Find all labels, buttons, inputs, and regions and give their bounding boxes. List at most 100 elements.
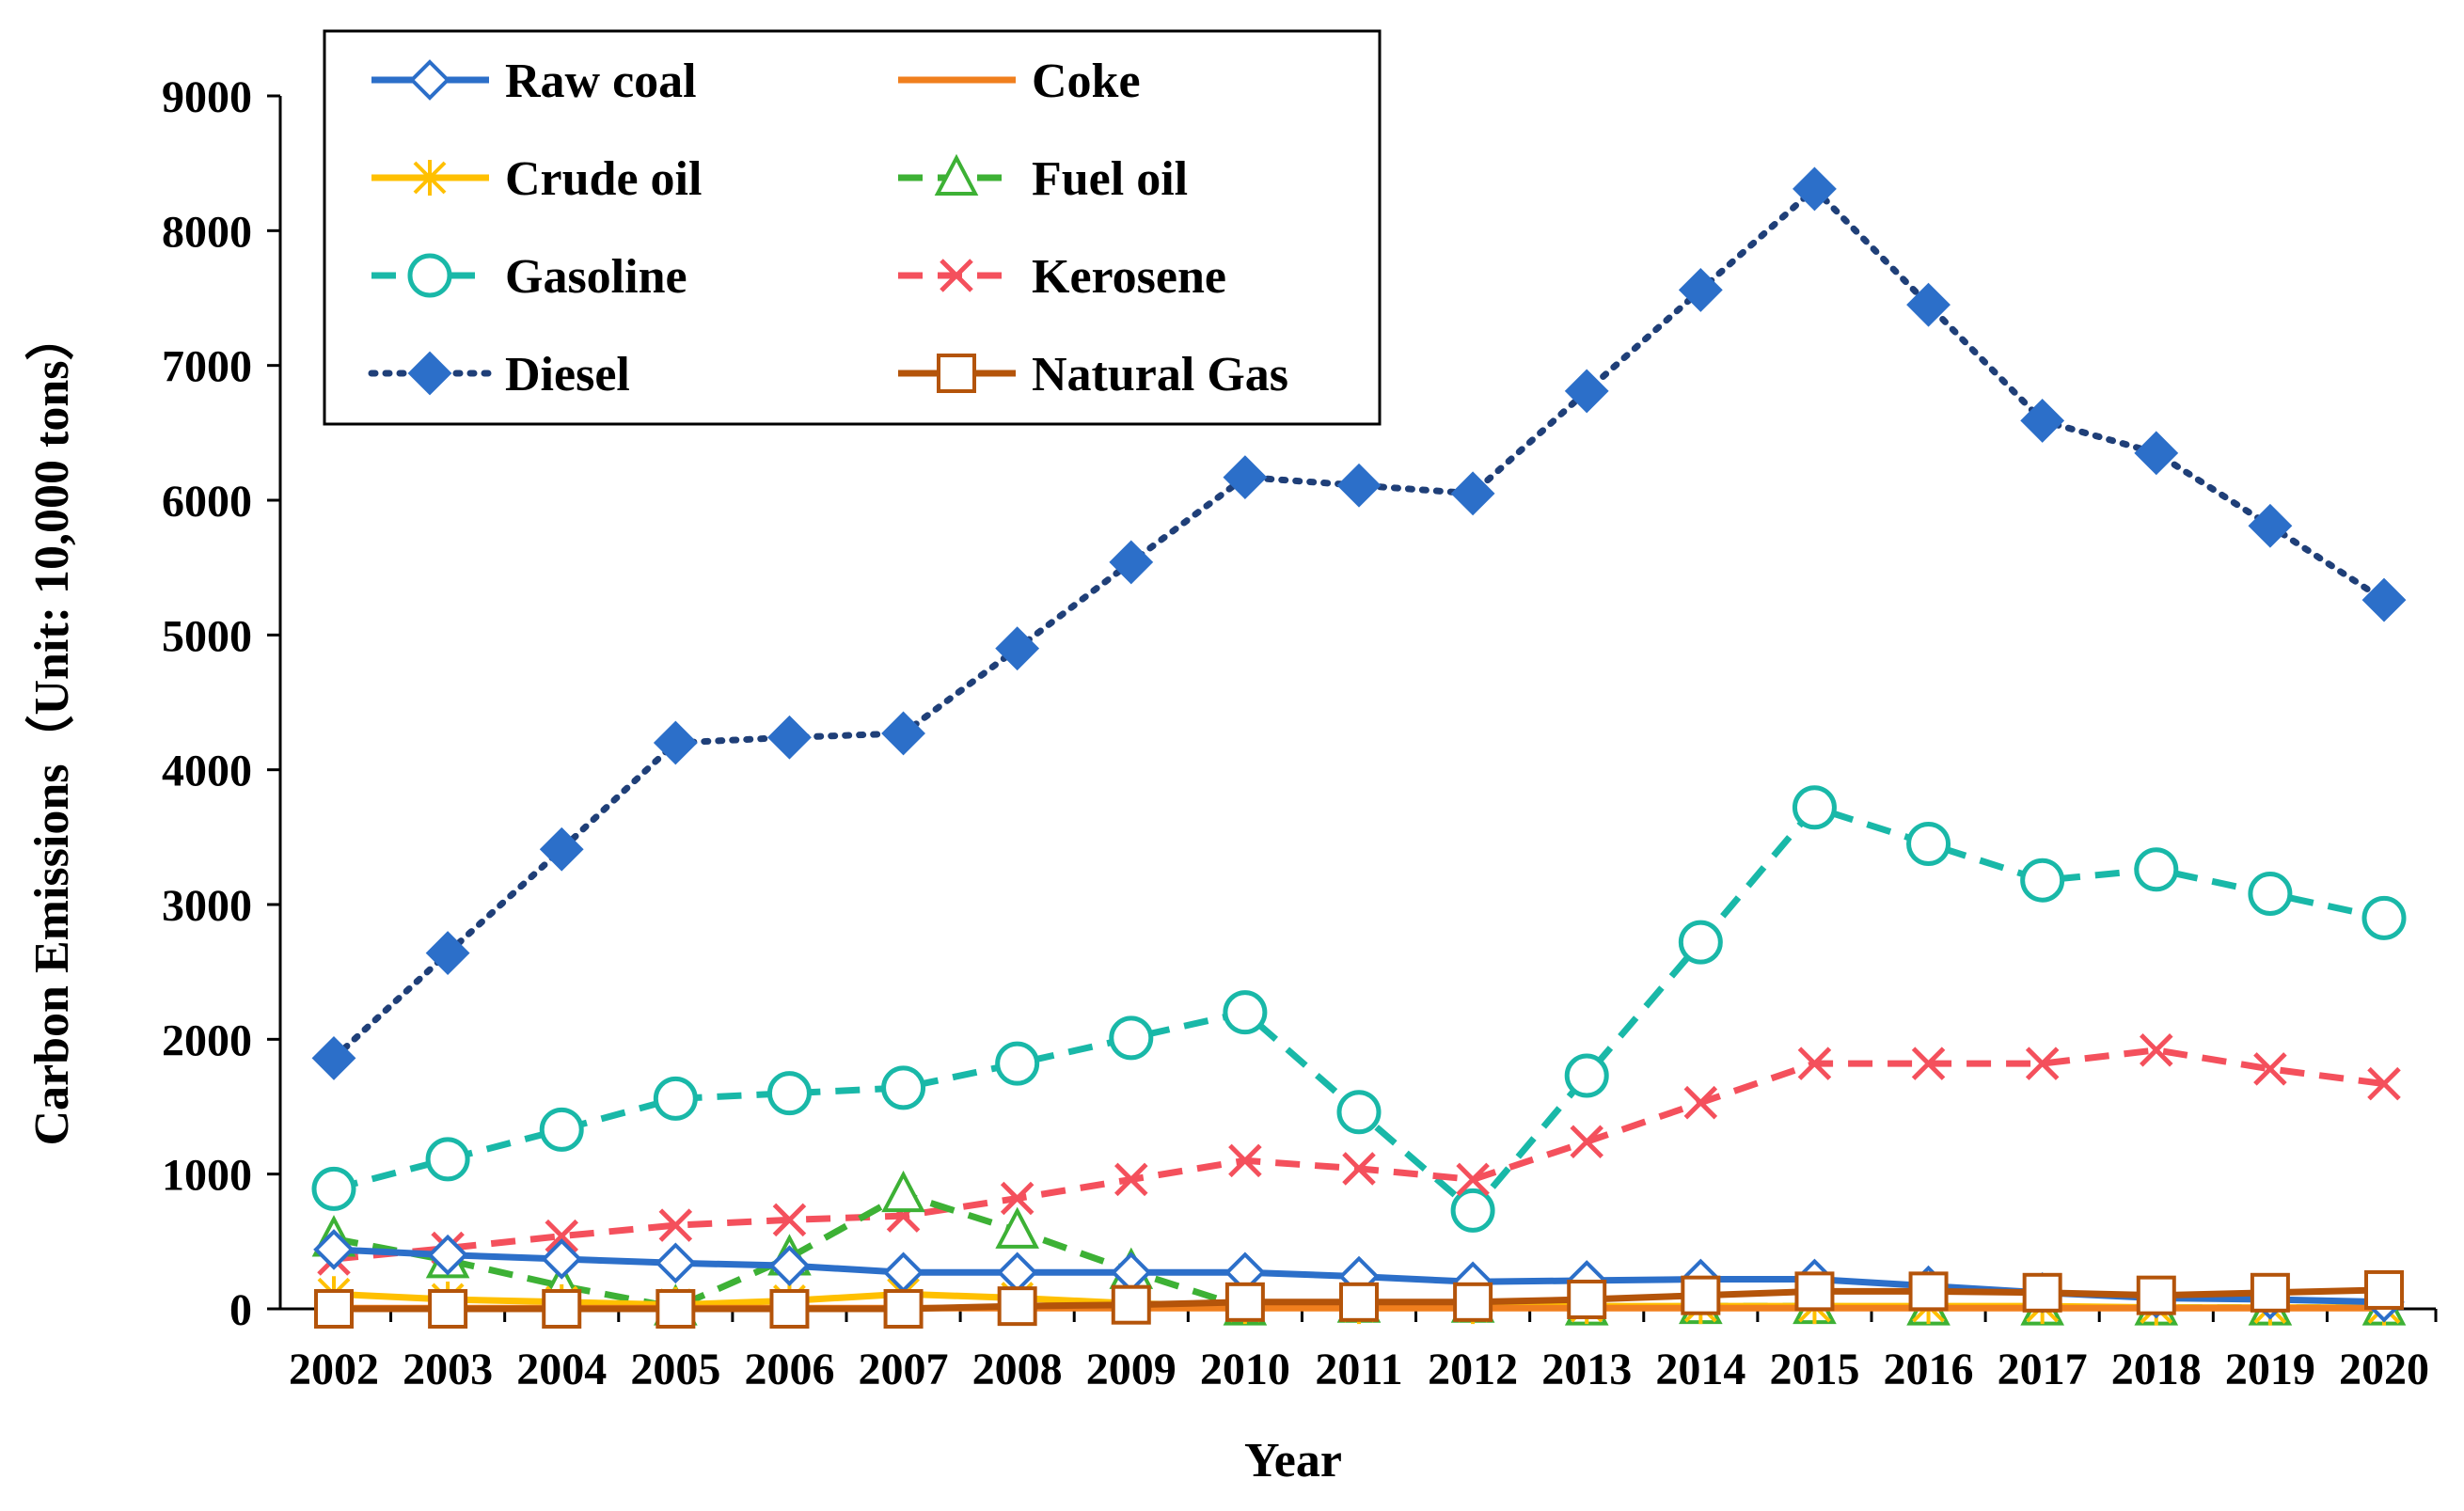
data-point [1336, 1090, 1382, 1135]
data-point [545, 1219, 578, 1253]
y-tick-label: 0 [229, 1285, 252, 1335]
data-point [2364, 1269, 2404, 1310]
data-point [1336, 463, 1382, 508]
data-point [1456, 1162, 1490, 1197]
data-point [995, 1041, 1040, 1086]
legend-label: Coke [1032, 55, 1141, 108]
series-kerosene [317, 1033, 2401, 1276]
legend: Raw coal Coke Crude oil Fuel oil Gasoline Ker… [323, 29, 1382, 426]
data-point [1906, 282, 1951, 327]
data-point [2253, 1052, 2287, 1086]
y-axis-title: Carbon Emissions（Unit: 10,000 tons） [24, 311, 79, 1145]
data-point [1111, 1284, 1151, 1325]
data-point [428, 1289, 468, 1329]
data-point [425, 931, 470, 976]
legend-label: Kerosene [1032, 250, 1226, 304]
series-natural-gas [314, 1269, 2404, 1329]
data-point [766, 1071, 812, 1116]
data-point [1681, 1275, 1721, 1315]
data-point [1797, 1047, 1832, 1080]
data-point [1223, 455, 1268, 500]
data-point [1114, 1162, 1148, 1197]
y-tick-label: 4000 [162, 747, 252, 796]
x-tick-label: 2018 [2111, 1345, 2202, 1394]
x-tick-label: 2016 [1884, 1345, 1974, 1394]
data-point [313, 1229, 355, 1270]
data-point [883, 1289, 924, 1329]
x-tick-label: 2007 [859, 1345, 949, 1394]
series-gasoline [311, 785, 2407, 1233]
y-tick-label: 7000 [162, 342, 252, 392]
y-tick-label: 9000 [162, 72, 252, 122]
legend-label: Raw coal [505, 55, 697, 108]
x-tick-label: 2005 [630, 1345, 720, 1394]
y-tick-label: 8000 [162, 207, 252, 257]
data-point [314, 1289, 354, 1329]
data-point [1109, 540, 1154, 585]
legend-label: Fuel oil [1032, 152, 1188, 206]
x-tick-label: 2015 [1769, 1345, 1859, 1394]
data-point [1109, 1015, 1154, 1061]
series-line [333, 804, 2385, 1214]
data-point [539, 1107, 584, 1152]
legend-item: Raw coal [371, 55, 697, 108]
legend-label: Gasoline [505, 250, 687, 304]
data-point [997, 1286, 1037, 1327]
data-point [427, 1234, 468, 1276]
legend-item: Diesel [368, 348, 630, 401]
series-diesel [311, 166, 2407, 1080]
data-point [1911, 1047, 1946, 1080]
legend-swatch-marker [409, 59, 450, 101]
data-point [2367, 1066, 2401, 1101]
legend-swatch-marker [407, 253, 452, 298]
data-point [2248, 872, 2293, 917]
x-tick-label: 2020 [2339, 1345, 2429, 1394]
x-tick-label: 2003 [403, 1345, 493, 1394]
legend-label: Crude oil [505, 152, 702, 206]
legend-swatch-marker [934, 153, 979, 196]
data-point [2025, 1047, 2060, 1080]
data-point [1906, 822, 1951, 866]
series-line [333, 1047, 2385, 1263]
data-point [542, 1289, 582, 1329]
data-point [311, 1035, 356, 1080]
data-point [539, 826, 584, 872]
data-point [995, 626, 1040, 671]
x-tick-label: 2006 [744, 1345, 834, 1394]
x-tick-label: 2017 [1998, 1345, 2088, 1394]
data-point [882, 1251, 924, 1294]
data-point [2140, 1033, 2173, 1067]
data-point [653, 1076, 698, 1121]
data-point [881, 1065, 926, 1110]
legend-item: Coke [898, 55, 1141, 108]
data-point [2361, 577, 2407, 622]
data-point [311, 1166, 356, 1211]
y-tick-label: 2000 [162, 1015, 252, 1065]
data-point [772, 1203, 807, 1237]
legend-item: Crude oil [371, 152, 702, 206]
series-group [311, 166, 2407, 1329]
y-tick-label: 5000 [162, 611, 252, 661]
data-point [2248, 503, 2293, 548]
legend-swatch-marker [413, 160, 447, 196]
x-tick-label: 2008 [972, 1345, 1063, 1394]
x-tick-label: 2013 [1541, 1345, 1632, 1394]
legend-item: Kerosene [898, 250, 1226, 304]
data-point [767, 715, 812, 760]
axes: Carbon Emissions（Unit: 10,000 tons） Year… [24, 72, 2438, 1487]
data-point [653, 720, 698, 765]
data-point [541, 1238, 583, 1280]
data-point [1678, 267, 1723, 312]
data-point [1223, 990, 1268, 1035]
x-tick-label: 2019 [2225, 1345, 2315, 1394]
data-point [2134, 431, 2179, 476]
data-point [2020, 858, 2065, 903]
data-point [1564, 369, 1609, 414]
x-tick-label: 2011 [1315, 1345, 1402, 1394]
data-point [995, 1206, 1039, 1249]
data-point [881, 1170, 925, 1213]
data-point [655, 1242, 697, 1284]
data-point [1450, 471, 1495, 516]
data-point [1224, 1282, 1265, 1322]
legend-item: Natural Gas [898, 348, 1288, 401]
